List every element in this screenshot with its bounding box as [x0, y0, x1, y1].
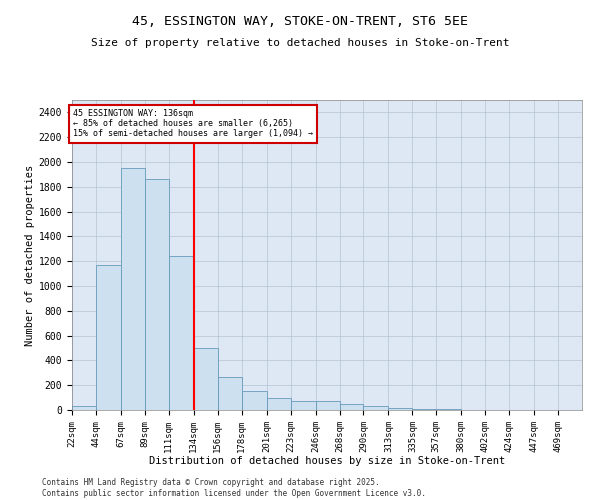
- Text: 45, ESSINGTON WAY, STOKE-ON-TRENT, ST6 5EE: 45, ESSINGTON WAY, STOKE-ON-TRENT, ST6 5…: [132, 15, 468, 28]
- Bar: [242, 391, 266, 410]
- Bar: [316, 402, 340, 410]
- Text: Size of property relative to detached houses in Stoke-on-Trent: Size of property relative to detached ho…: [91, 38, 509, 48]
- Bar: [96, 265, 121, 410]
- Bar: [266, 398, 290, 410]
- Bar: [121, 168, 145, 410]
- Bar: [218, 376, 242, 410]
- Bar: [194, 348, 218, 410]
- Bar: [388, 408, 412, 410]
- Bar: [412, 409, 436, 410]
- Bar: [169, 256, 194, 410]
- Bar: [364, 406, 388, 410]
- Y-axis label: Number of detached properties: Number of detached properties: [25, 164, 35, 346]
- Bar: [72, 406, 96, 410]
- Bar: [145, 180, 169, 410]
- Text: Contains HM Land Registry data © Crown copyright and database right 2025.
Contai: Contains HM Land Registry data © Crown c…: [42, 478, 426, 498]
- Bar: [290, 400, 316, 410]
- X-axis label: Distribution of detached houses by size in Stoke-on-Trent: Distribution of detached houses by size …: [149, 456, 505, 466]
- Text: 45 ESSINGTON WAY: 136sqm
← 85% of detached houses are smaller (6,265)
15% of sem: 45 ESSINGTON WAY: 136sqm ← 85% of detach…: [73, 108, 313, 138]
- Bar: [340, 404, 364, 410]
